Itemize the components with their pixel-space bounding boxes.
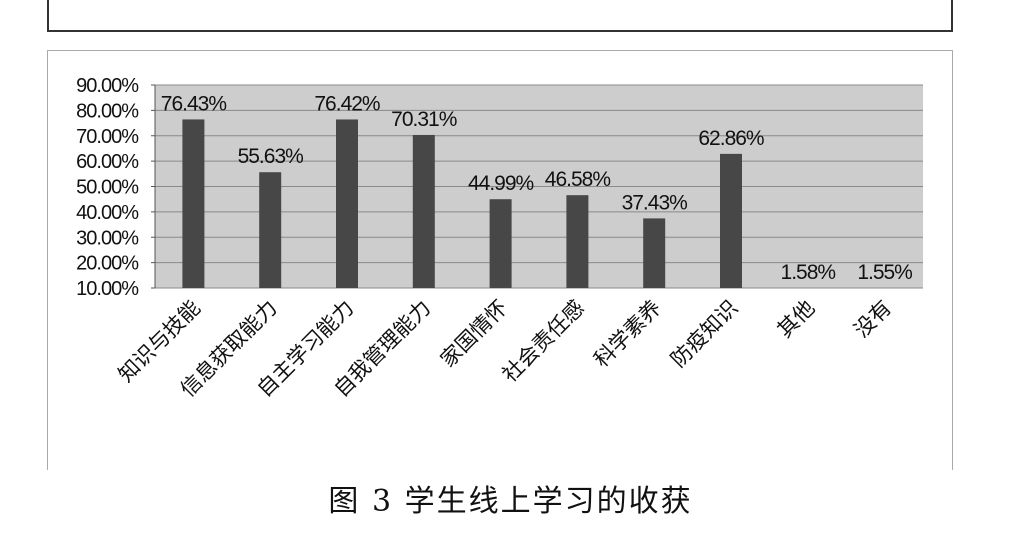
data-label: 37.43% xyxy=(622,191,688,214)
y-tick-label: 50.00% xyxy=(76,177,139,199)
figure-caption: 图 3 学生线上学习的收获 xyxy=(328,484,693,519)
y-tick-label: 90.00% xyxy=(76,75,139,97)
y-tick-label: 30.00% xyxy=(76,227,139,249)
bar xyxy=(643,218,666,288)
data-label: 76.43% xyxy=(161,92,227,115)
bar xyxy=(566,195,589,288)
y-tick-label: 40.00% xyxy=(76,202,139,224)
bar xyxy=(489,199,512,288)
data-label: 62.86% xyxy=(698,127,764,150)
x-category-label: 社会责任感 xyxy=(498,296,589,387)
data-label: 76.42% xyxy=(314,92,380,115)
bar xyxy=(182,119,205,289)
y-tick-label: 60.00% xyxy=(76,151,139,173)
y-tick-label: 10.00% xyxy=(76,278,139,300)
data-label: 55.63% xyxy=(238,145,304,168)
bar xyxy=(336,119,358,288)
data-label: 1.58% xyxy=(781,261,836,284)
data-label: 46.58% xyxy=(545,168,611,191)
bar xyxy=(412,134,435,288)
x-category-label: 没有 xyxy=(849,296,896,343)
y-tick-label: 80.00% xyxy=(76,100,139,122)
previous-figure-frame xyxy=(47,0,953,32)
data-label: 44.99% xyxy=(468,172,534,195)
y-tick-label: 70.00% xyxy=(76,126,139,148)
bar xyxy=(720,153,742,288)
data-label: 70.31% xyxy=(391,108,457,131)
bar xyxy=(259,172,282,288)
y-tick-label: 20.00% xyxy=(76,253,139,275)
x-category-label: 家国情怀 xyxy=(436,296,512,372)
data-label: 1.55% xyxy=(857,261,912,284)
bar-chart: 10.00% 20.00% 30.00% 40.00% 50.00% 60.00% 70.0… xyxy=(76,75,923,402)
x-category-label: 科学素养 xyxy=(589,296,665,372)
x-category-label: 防疫知识 xyxy=(666,296,742,372)
chart-frame: 10.00% 20.00% 30.00% 40.00% 50.00% 60.00% 70.0… xyxy=(47,50,953,470)
x-category-label: 其他 xyxy=(773,296,820,343)
